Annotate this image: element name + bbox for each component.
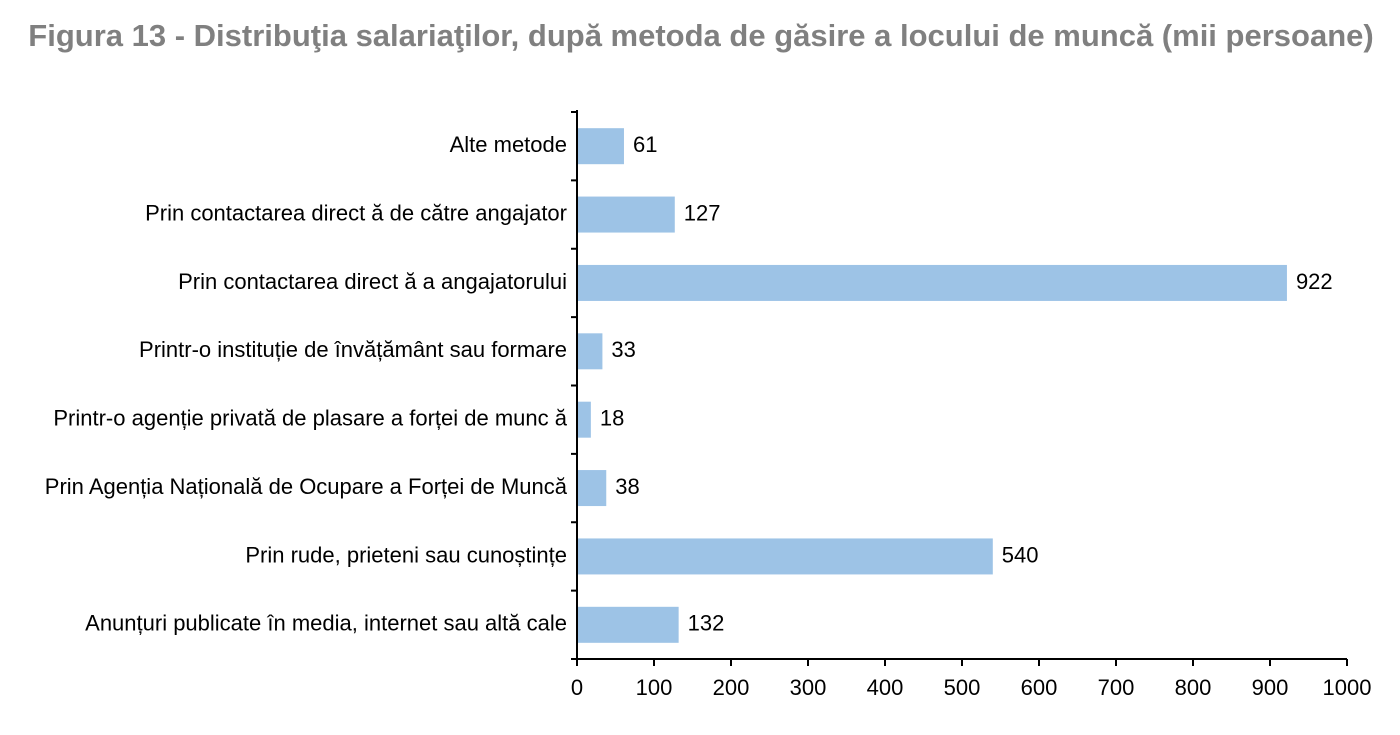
- bar-0: [577, 128, 624, 165]
- bar-5: [577, 470, 607, 507]
- bar-7: [577, 606, 679, 643]
- data-label-2: 922: [1296, 269, 1333, 294]
- bar-2: [577, 264, 1287, 301]
- labels-layer: Alte metode 61 Prin contactarea direct ă d…: [45, 132, 1372, 700]
- category-label-4: Printr-o agenție privată de plasare a fo…: [53, 406, 567, 431]
- x-tick-label-5: 500: [944, 675, 981, 700]
- bar-4: [577, 401, 591, 438]
- bar-6: [577, 538, 993, 575]
- x-tick-label-8: 800: [1175, 675, 1212, 700]
- x-tick-label-9: 900: [1252, 675, 1289, 700]
- x-tick-label-10: 1000: [1323, 675, 1372, 700]
- category-label-3: Printr-o instituție de învățământ sau fo…: [139, 337, 567, 362]
- bars-layer: [577, 128, 1287, 643]
- x-tick-label-4: 400: [867, 675, 904, 700]
- data-label-6: 540: [1002, 542, 1039, 567]
- category-label-1: Prin contactarea direct ă de către angaj…: [145, 200, 567, 225]
- data-label-5: 38: [615, 474, 639, 499]
- x-tick-label-3: 300: [790, 675, 827, 700]
- bar-3: [577, 333, 603, 370]
- category-label-2: Prin contactarea direct ă a angajatorulu…: [178, 269, 567, 294]
- x-tick-label-1: 100: [636, 675, 673, 700]
- data-label-7: 132: [688, 611, 725, 636]
- data-label-4: 18: [600, 406, 624, 431]
- x-tick-label-6: 600: [1021, 675, 1058, 700]
- x-tick-label-7: 700: [1098, 675, 1135, 700]
- data-label-1: 127: [684, 200, 721, 225]
- x-tick-label-2: 200: [713, 675, 750, 700]
- data-label-3: 33: [611, 337, 635, 362]
- bar-1: [577, 196, 675, 233]
- data-label-0: 61: [633, 132, 657, 157]
- axes-layer: [571, 110, 1348, 666]
- category-label-0: Alte metode: [450, 132, 567, 157]
- category-label-6: Prin rude, prieteni sau cunoștințe: [245, 542, 567, 567]
- x-tick-label-0: 0: [571, 675, 583, 700]
- category-label-5: Prin Agenția Națională de Ocupare a Forț…: [45, 474, 568, 499]
- category-label-7: Anunțuri publicate în media, internet sa…: [85, 611, 567, 636]
- chart-title: Figura 13 - Distribuţia salariaţilor, du…: [28, 18, 1374, 53]
